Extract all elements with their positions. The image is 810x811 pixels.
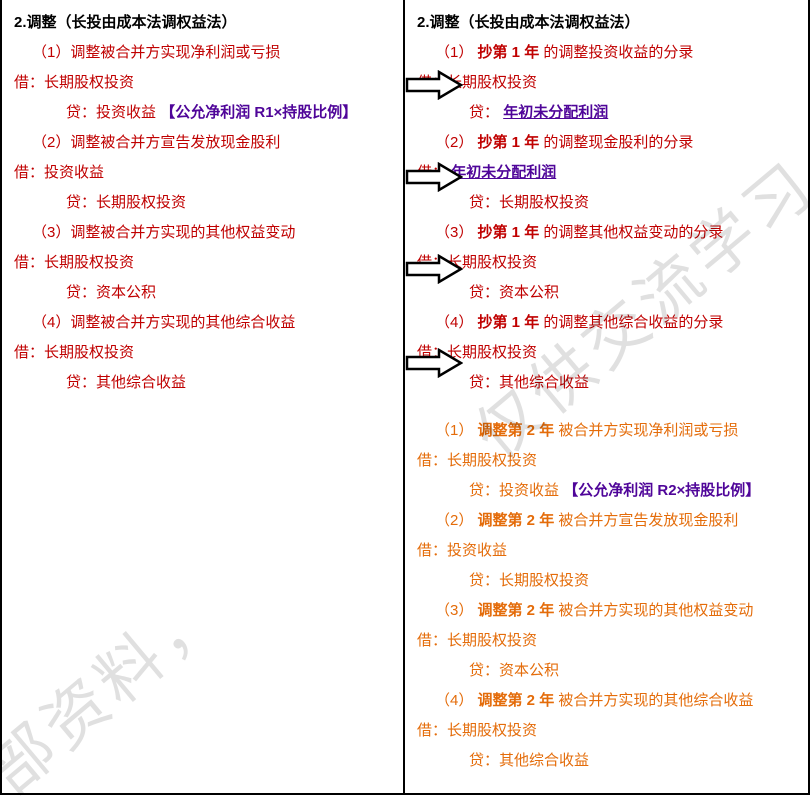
- two-column-table: 2.调整（长投由成本法调权益法） （1）调整被合并方实现净利润或亏损 借：长期股…: [0, 0, 810, 795]
- tail: 的调整投资收益的分录: [543, 44, 693, 61]
- r-y2-3-debit: 借：长期股权投资: [417, 626, 798, 656]
- r-y2-4-debit: 借：长期股权投资: [417, 716, 798, 746]
- key: 调整第 2 年: [478, 512, 555, 529]
- left-item-4-head: （4）调整被合并方实现的其他综合收益: [14, 308, 393, 338]
- r-y1-3-credit: 贷：资本公积: [417, 278, 798, 308]
- credit-note: 【公允净利润 R1×持股比例】: [160, 104, 357, 121]
- credit-label: 贷：投资收益: [66, 104, 156, 121]
- lp: （3）: [435, 602, 473, 619]
- key: 调整第 2 年: [478, 692, 555, 709]
- debit-label: 借：: [417, 164, 447, 181]
- lp: （3）: [435, 224, 473, 241]
- tail: 的调整其他综合收益的分录: [543, 314, 723, 331]
- debit-link: 年初未分配利润: [451, 164, 556, 181]
- r-y2-4-head: （4） 调整第 2 年 被合并方实现的其他综合收益: [417, 686, 798, 716]
- left-item-2-debit: 借：投资收益: [14, 158, 393, 188]
- key: 抄第 1 年: [478, 224, 540, 241]
- key: 调整第 2 年: [478, 602, 555, 619]
- r-y1-2-debit: 借： 年初未分配利润: [417, 158, 798, 188]
- r-y2-2-head: （2） 调整第 2 年 被合并方宣告发放现金股利: [417, 506, 798, 536]
- credit-label: 贷：: [469, 104, 499, 121]
- tail: 的调整现金股利的分录: [543, 134, 693, 151]
- left-item-2-head: （2）调整被合并方宣告发放现金股利: [14, 128, 393, 158]
- lp: （2）: [435, 512, 473, 529]
- left-item-2-credit: 贷：长期股权投资: [14, 188, 393, 218]
- key: 抄第 1 年: [478, 314, 540, 331]
- r-y1-4-debit: 借：长期股权投资: [417, 338, 798, 368]
- left-item-3-debit: 借：长期股权投资: [14, 248, 393, 278]
- r-y1-1-credit: 贷： 年初未分配利润: [417, 98, 798, 128]
- r-y2-1-credit: 贷：投资收益 【公允净利润 R2×持股比例】: [417, 476, 798, 506]
- r-y1-3-debit: 借：长期股权投资: [417, 248, 798, 278]
- left-item-4-credit: 贷：其他综合收益: [14, 368, 393, 398]
- tail: 被合并方实现的其他综合收益: [558, 692, 753, 709]
- credit-label: 贷：投资收益: [469, 482, 559, 499]
- left-item-1-credit: 贷：投资收益 【公允净利润 R1×持股比例】: [14, 98, 393, 128]
- lp: （2）: [435, 134, 473, 151]
- left-column: 2.调整（长投由成本法调权益法） （1）调整被合并方实现净利润或亏损 借：长期股…: [2, 0, 405, 793]
- key: 调整第 2 年: [478, 422, 555, 439]
- key: 抄第 1 年: [478, 134, 540, 151]
- r-y2-2-debit: 借：投资收益: [417, 536, 798, 566]
- r-y1-1-debit: 借：长期股权投资: [417, 68, 798, 98]
- lp: （4）: [435, 692, 473, 709]
- left-title: 2.调整（长投由成本法调权益法）: [14, 8, 393, 38]
- key: 抄第 1 年: [478, 44, 540, 61]
- r-y1-2-credit: 贷：长期股权投资: [417, 188, 798, 218]
- r-y2-3-head: （3） 调整第 2 年 被合并方实现的其他权益变动: [417, 596, 798, 626]
- r-y2-1-head: （1） 调整第 2 年 被合并方实现净利润或亏损: [417, 416, 798, 446]
- r-y1-4-credit: 贷：其他综合收益: [417, 368, 798, 398]
- left-item-4-debit: 借：长期股权投资: [14, 338, 393, 368]
- left-item-3-credit: 贷：资本公积: [14, 278, 393, 308]
- credit-note: 【公允净利润 R2×持股比例】: [563, 482, 760, 499]
- tail: 被合并方实现净利润或亏损: [558, 422, 738, 439]
- r-y1-4-head: （4） 抄第 1 年 的调整其他综合收益的分录: [417, 308, 798, 338]
- lp: （4）: [435, 314, 473, 331]
- lp: （1）: [435, 422, 473, 439]
- r-y1-3-head: （3） 抄第 1 年 的调整其他权益变动的分录: [417, 218, 798, 248]
- tail: 的调整其他权益变动的分录: [543, 224, 723, 241]
- r-y1-2-head: （2） 抄第 1 年 的调整现金股利的分录: [417, 128, 798, 158]
- right-title: 2.调整（长投由成本法调权益法）: [417, 8, 798, 38]
- tail: 被合并方宣告发放现金股利: [558, 512, 738, 529]
- tail: 被合并方实现的其他权益变动: [558, 602, 753, 619]
- r-y1-1-head: （1） 抄第 1 年 的调整投资收益的分录: [417, 38, 798, 68]
- r-y2-2-credit: 贷：长期股权投资: [417, 566, 798, 596]
- left-item-1-head: （1）调整被合并方实现净利润或亏损: [14, 38, 393, 68]
- r-y2-4-credit: 贷：其他综合收益: [417, 746, 798, 776]
- left-item-1-debit: 借：长期股权投资: [14, 68, 393, 98]
- lp: （1）: [435, 44, 473, 61]
- left-item-3-head: （3）调整被合并方实现的其他权益变动: [14, 218, 393, 248]
- right-column: 2.调整（长投由成本法调权益法） （1） 抄第 1 年 的调整投资收益的分录 借…: [405, 0, 808, 793]
- section-gap: [417, 398, 798, 416]
- credit-link: 年初未分配利润: [503, 104, 608, 121]
- r-y2-3-credit: 贷：资本公积: [417, 656, 798, 686]
- r-y2-1-debit: 借：长期股权投资: [417, 446, 798, 476]
